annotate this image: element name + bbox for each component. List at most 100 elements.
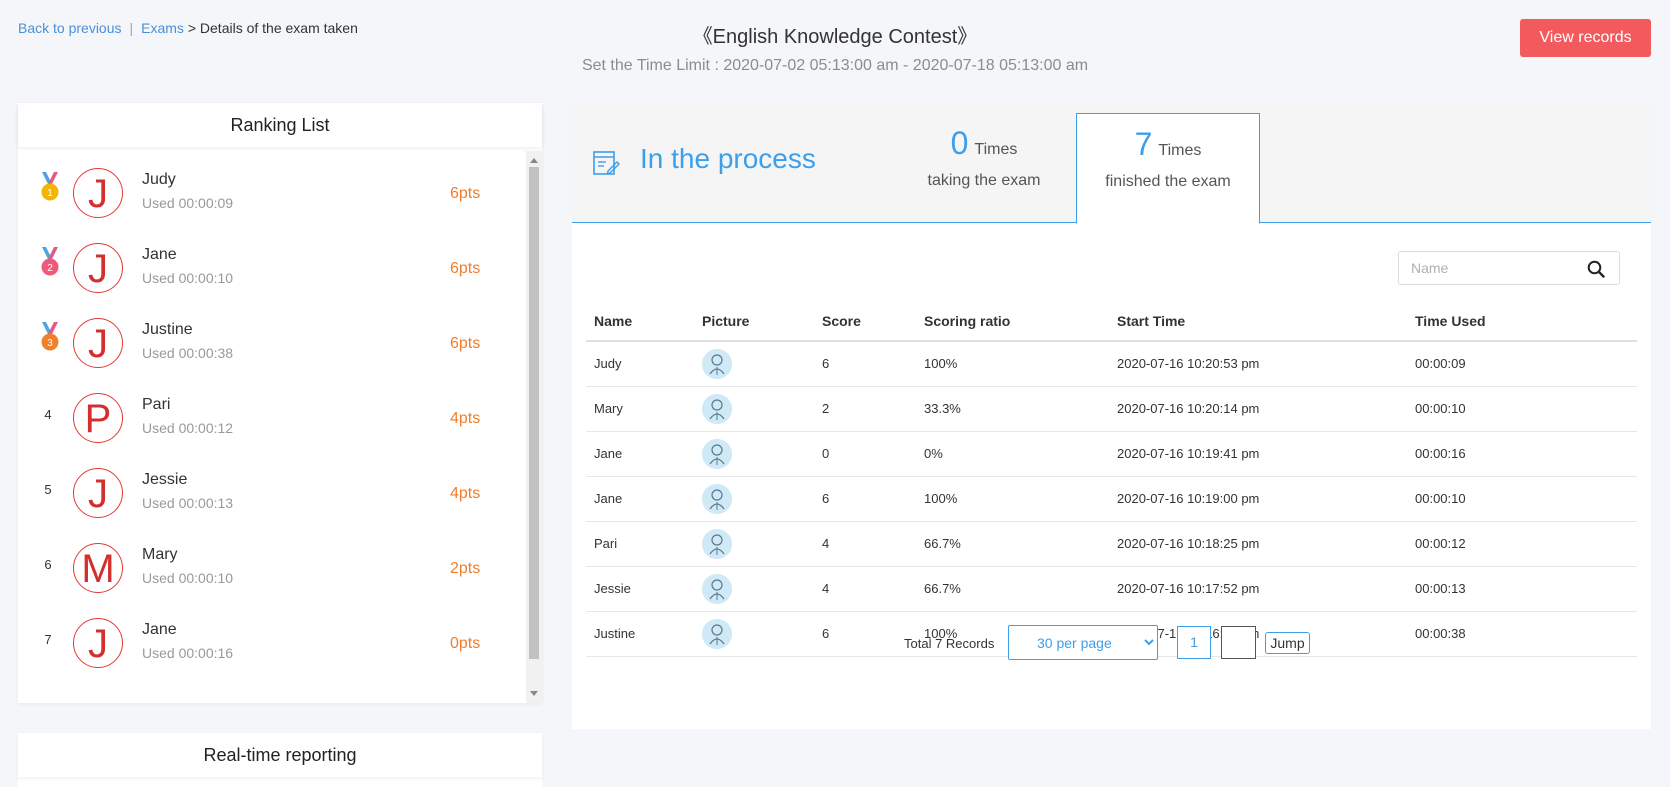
ranking-panel: Ranking List 1 J Judy Used 00:00:09 6pts… — [18, 103, 542, 703]
view-records-button[interactable]: View records — [1520, 19, 1651, 57]
cell-ratio: 33.3% — [916, 386, 1109, 432]
col-header-time-used: Time Used — [1407, 301, 1637, 342]
exams-link[interactable]: Exams — [141, 20, 184, 36]
ranking-scrollbar[interactable] — [526, 151, 542, 703]
rank-points: 4pts — [450, 485, 481, 502]
avatar: J — [73, 168, 123, 218]
realtime-panel: Real-time reporting — [18, 733, 542, 787]
col-header-score: Score — [814, 301, 916, 342]
cell-time-used: 00:00:38 — [1407, 611, 1637, 657]
gold-medal-icon: 1 — [41, 172, 59, 201]
user-avatar-icon — [702, 483, 732, 514]
scroll-up-arrow-icon[interactable] — [530, 158, 538, 163]
cell-name: Justine — [586, 611, 694, 657]
silver-medal-icon: 2 — [41, 247, 59, 276]
rank-points: 4pts — [450, 410, 481, 427]
cell-score: 6 — [814, 611, 916, 657]
scroll-thumb[interactable] — [529, 167, 539, 659]
ranking-item: 2 J Jane Used 00:00:10 6pts — [18, 227, 528, 307]
cell-ratio: 100% — [916, 341, 1109, 387]
cell-picture — [694, 611, 814, 657]
page-button[interactable]: 1 — [1177, 626, 1211, 659]
ranking-title: Ranking List — [18, 103, 542, 147]
cell-start-time: 2020-07-16 10:20:53 pm — [1109, 341, 1407, 387]
rank-time-used: Used 00:00:12 — [142, 420, 234, 436]
exam-paper-icon — [593, 151, 620, 175]
jump-button[interactable]: Jump — [1265, 632, 1310, 654]
cell-score: 6 — [814, 341, 916, 387]
rank-time-used: Used 00:00:09 — [142, 195, 234, 211]
rank-time-used: Used 00:00:10 — [142, 570, 234, 586]
rank-name: Jane — [142, 621, 177, 638]
cell-start-time: 2020-07-16 10:19:41 pm — [1109, 431, 1407, 477]
breadcrumb-separator: | — [129, 20, 134, 36]
user-avatar-icon — [702, 573, 732, 604]
user-avatar-icon — [702, 393, 732, 424]
ranking-item: 4 P Pari Used 00:00:12 4pts — [18, 377, 528, 457]
back-link[interactable]: Back to previous — [18, 20, 122, 36]
rank-name: Judy — [142, 171, 176, 188]
rank-time-used: Used 00:00:38 — [142, 345, 234, 361]
col-header-name: Name — [586, 301, 694, 342]
rank-points: 0pts — [450, 635, 481, 652]
cell-time-used: 00:00:13 — [1407, 566, 1637, 612]
ranking-item: 5 J Jessie Used 00:00:13 4pts — [18, 452, 528, 532]
cell-picture — [694, 431, 814, 477]
cell-picture — [694, 476, 814, 522]
rank-name: Jessie — [142, 471, 188, 488]
cell-name: Judy — [586, 341, 694, 387]
rank-points: 6pts — [450, 185, 481, 202]
ranking-list: 1 J Judy Used 00:00:09 6pts 2 J Jane Use… — [18, 151, 542, 703]
avatar: P — [73, 393, 123, 443]
breadcrumb-current: Details of the exam taken — [199, 20, 358, 36]
scroll-down-arrow-icon[interactable] — [530, 691, 538, 696]
avatar: J — [73, 468, 123, 518]
cell-picture — [694, 386, 814, 432]
cell-ratio: 66.7% — [916, 521, 1109, 567]
cell-ratio: 100% — [916, 476, 1109, 522]
rank-time-used: Used 00:00:10 — [142, 270, 234, 286]
pagination: Total 7 Records 30 per page 1 Jump — [572, 625, 1651, 661]
rank-number: 6 — [44, 557, 52, 572]
rank-name: Justine — [142, 321, 193, 338]
table-header-row: Name Picture Score Scoring ratio Start T… — [586, 301, 1637, 342]
rank-time-used: Used 00:00:16 — [142, 645, 234, 661]
cell-ratio: 0% — [916, 431, 1109, 477]
finished-desc: finished the exam — [1105, 173, 1231, 190]
cell-name: Jane — [586, 431, 694, 477]
cell-ratio: 66.7% — [916, 566, 1109, 612]
table-row[interactable]: Pari 4 66.7% 2020-07-16 10:18:25 pm 00:0… — [586, 521, 1637, 567]
user-avatar-icon — [702, 618, 732, 649]
realtime-title: Real-time reporting — [18, 733, 542, 777]
tab-finished-exam[interactable]: 7 Times finished the exam — [1076, 113, 1260, 224]
cell-time-used: 00:00:12 — [1407, 521, 1637, 567]
table-row[interactable]: Jane 6 100% 2020-07-16 10:19:00 pm 00:00… — [586, 476, 1637, 522]
taking-count: 0 — [950, 125, 969, 161]
tab-taking-exam[interactable]: 0 Times taking the exam — [892, 113, 1076, 224]
cell-score: 0 — [814, 431, 916, 477]
taking-unit: Times — [974, 141, 1018, 158]
medal-rank: 1 — [47, 188, 53, 199]
rank-points: 2pts — [450, 560, 481, 577]
jump-page-input[interactable] — [1221, 626, 1256, 659]
total-records: Total 7 Records — [904, 636, 995, 651]
records-body: Judy 6 100% 2020-07-16 10:20:53 pm 00:00… — [586, 341, 1637, 657]
medal-rank: 3 — [47, 338, 53, 349]
cell-time-used: 00:00:10 — [1407, 476, 1637, 522]
ranking-item: 3 J Justine Used 00:00:38 6pts — [18, 302, 528, 382]
cell-picture — [694, 566, 814, 612]
table-row[interactable]: Jessie 4 66.7% 2020-07-16 10:17:52 pm 00… — [586, 566, 1637, 612]
table-row[interactable]: Mary 2 33.3% 2020-07-16 10:20:14 pm 00:0… — [586, 386, 1637, 432]
bronze-medal-icon: 3 — [41, 322, 59, 351]
cell-time-used: 00:00:16 — [1407, 431, 1637, 477]
cell-picture — [694, 341, 814, 387]
search-icon[interactable] — [1587, 260, 1605, 278]
per-page-select[interactable]: 30 per page — [1008, 625, 1158, 660]
avatar: M — [73, 543, 123, 593]
table-row[interactable]: Jane 0 0% 2020-07-16 10:19:41 pm 00:00:1… — [586, 431, 1637, 477]
cell-name: Mary — [586, 386, 694, 432]
search-input[interactable] — [1399, 252, 1579, 284]
cell-start-time: 2020-07-16 10:18:25 pm — [1109, 521, 1407, 567]
table-row[interactable]: Judy 6 100% 2020-07-16 10:20:53 pm 00:00… — [586, 341, 1637, 387]
